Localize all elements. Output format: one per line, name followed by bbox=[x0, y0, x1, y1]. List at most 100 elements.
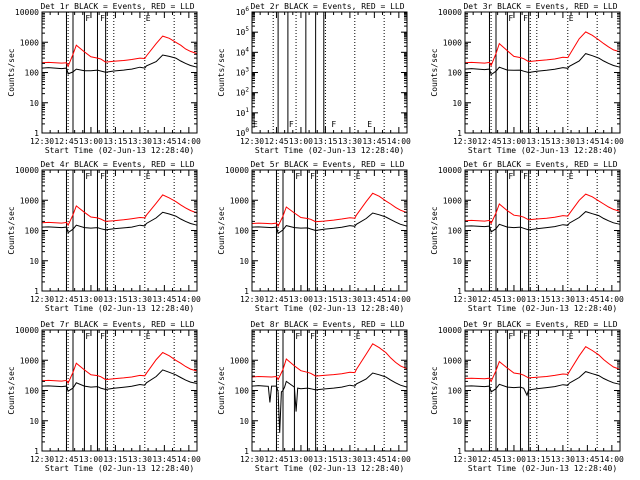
x-tick-label: 13:15 bbox=[103, 455, 127, 464]
x-tick-label: 12:45 bbox=[54, 295, 78, 304]
y-tick-label: 100 bbox=[25, 387, 40, 396]
y-tick-label: 10000 bbox=[15, 166, 39, 175]
x-tick-label: 13:00 bbox=[502, 455, 526, 464]
marker-label: F bbox=[310, 332, 315, 341]
x-axis-label: Start Time (02-Jun-13 12:28:40) bbox=[255, 304, 404, 313]
y-tick-label: 1 bbox=[244, 447, 249, 456]
series-lld bbox=[41, 194, 198, 227]
y-tick-label: 1000 bbox=[20, 356, 39, 365]
x-tick-label: 12:45 bbox=[477, 295, 501, 304]
x-tick-label: 12:30 bbox=[30, 137, 54, 146]
x-tick-label: 12:30 bbox=[240, 137, 264, 146]
x-tick-label: 13:15 bbox=[526, 137, 550, 146]
y-tick-label: 104 bbox=[236, 46, 250, 57]
y-tick-label: 10 bbox=[239, 417, 249, 426]
x-tick-label: 13:15 bbox=[313, 455, 337, 464]
y-tick-label: 103 bbox=[236, 67, 250, 78]
panel-title: Det 2r BLACK = Events, RED = LLD bbox=[250, 2, 404, 11]
y-tick-label: 100 bbox=[448, 387, 463, 396]
x-axis-label: Start Time (02-Jun-13 12:28:40) bbox=[45, 464, 194, 473]
y-tick-label: 106 bbox=[236, 6, 250, 17]
x-tick-label: 12:45 bbox=[54, 137, 78, 146]
panel-title: Det 5r BLACK = Events, RED = LLD bbox=[250, 160, 404, 169]
x-axis-label: Start Time (02-Jun-13 12:28:40) bbox=[45, 304, 194, 313]
y-axis-label: Counts/sec bbox=[430, 206, 439, 254]
x-tick-label: 12:30 bbox=[453, 137, 477, 146]
y-tick-label: 1000 bbox=[230, 356, 249, 365]
x-tick-label: 14:00 bbox=[387, 137, 411, 146]
x-tick-label: 12:30 bbox=[240, 295, 264, 304]
x-tick-label: 13:00 bbox=[502, 137, 526, 146]
x-tick-label: 13:45 bbox=[362, 455, 386, 464]
x-tick-label: 13:15 bbox=[313, 295, 337, 304]
series-events bbox=[464, 211, 621, 233]
marker-label: F bbox=[508, 14, 513, 23]
x-tick-label: 13:30 bbox=[338, 295, 362, 304]
y-tick-label: 1000 bbox=[443, 356, 462, 365]
x-tick-label: 13:15 bbox=[526, 295, 550, 304]
x-tick-label: 12:45 bbox=[264, 455, 288, 464]
y-tick-label: 10000 bbox=[438, 166, 462, 175]
y-tick-label: 1000 bbox=[20, 38, 39, 47]
y-axis-label: Counts/sec bbox=[7, 366, 16, 414]
marker-label: F bbox=[85, 172, 90, 181]
y-axis-label: Counts/sec bbox=[7, 48, 16, 96]
y-tick-label: 10000 bbox=[15, 8, 39, 17]
marker-label: F bbox=[523, 172, 528, 181]
y-tick-label: 10 bbox=[29, 417, 39, 426]
panel-3: Det 3r BLACK = Events, RED = LLD F F E 1 10 10… bbox=[430, 2, 624, 155]
marker-label: F bbox=[85, 14, 90, 23]
x-tick-label: 14:00 bbox=[387, 295, 411, 304]
y-tick-label: 10 bbox=[29, 99, 39, 108]
y-tick-label: 1 bbox=[457, 129, 462, 138]
panel-4: Det 4r BLACK = Events, RED = LLD F F E 1 10 10… bbox=[7, 160, 201, 313]
x-tick-label: 13:15 bbox=[103, 137, 127, 146]
marker-label: F bbox=[523, 14, 528, 23]
y-tick-label: 1000 bbox=[20, 196, 39, 205]
x-tick-label: 13:45 bbox=[575, 295, 599, 304]
y-tick-label: 10 bbox=[239, 257, 249, 266]
series-events bbox=[41, 54, 198, 75]
x-tick-label: 12:45 bbox=[264, 137, 288, 146]
series-lld bbox=[41, 351, 198, 385]
x-tick-label: 13:00 bbox=[289, 137, 313, 146]
y-tick-label: 10 bbox=[452, 257, 462, 266]
x-tick-label: 13:30 bbox=[338, 455, 362, 464]
x-tick-label: 13:30 bbox=[551, 455, 575, 464]
x-axis-label: Start Time (02-Jun-13 12:28:40) bbox=[468, 464, 617, 473]
panel-8: Det 8r BLACK = Events, RED = LLD F F E 1 10 10… bbox=[217, 320, 411, 473]
series-events bbox=[251, 212, 408, 235]
y-tick-label: 10000 bbox=[225, 166, 249, 175]
marker-label: E bbox=[569, 14, 574, 23]
marker-label: F bbox=[331, 120, 336, 129]
y-tick-label: 1 bbox=[457, 447, 462, 456]
y-axis-label: Counts/sec bbox=[7, 206, 16, 254]
y-tick-label: 100 bbox=[235, 387, 250, 396]
x-tick-label: 12:45 bbox=[264, 295, 288, 304]
marker-label: F bbox=[523, 332, 528, 341]
y-tick-label: 100 bbox=[448, 69, 463, 78]
x-tick-label: 12:30 bbox=[30, 455, 54, 464]
x-tick-label: 12:30 bbox=[453, 455, 477, 464]
panel-9: Det 9r BLACK = Events, RED = LLD F F E 1 10 10… bbox=[430, 320, 624, 473]
x-tick-label: 12:30 bbox=[30, 295, 54, 304]
y-tick-label: 101 bbox=[236, 107, 250, 118]
marker-label: E bbox=[569, 332, 574, 341]
y-tick-label: 1000 bbox=[443, 38, 462, 47]
y-tick-label: 1 bbox=[244, 287, 249, 296]
panel-1: Det 1r BLACK = Events, RED = LLD F F E 1 10 10… bbox=[7, 2, 201, 155]
x-tick-label: 14:00 bbox=[600, 137, 624, 146]
x-tick-label: 12:30 bbox=[453, 295, 477, 304]
x-tick-label: 12:30 bbox=[240, 455, 264, 464]
x-axis-label: Start Time (02-Jun-13 12:28:40) bbox=[45, 146, 194, 155]
marker-label: F bbox=[289, 120, 294, 129]
x-tick-label: 13:30 bbox=[338, 137, 362, 146]
x-tick-label: 12:45 bbox=[477, 137, 501, 146]
panel-title: Det 1r BLACK = Events, RED = LLD bbox=[40, 2, 194, 11]
x-axis-label: Start Time (02-Jun-13 12:28:40) bbox=[468, 304, 617, 313]
y-tick-label: 100 bbox=[448, 227, 463, 236]
x-tick-label: 13:00 bbox=[289, 295, 313, 304]
marker-label: E bbox=[146, 332, 151, 341]
series-lld bbox=[464, 193, 621, 225]
